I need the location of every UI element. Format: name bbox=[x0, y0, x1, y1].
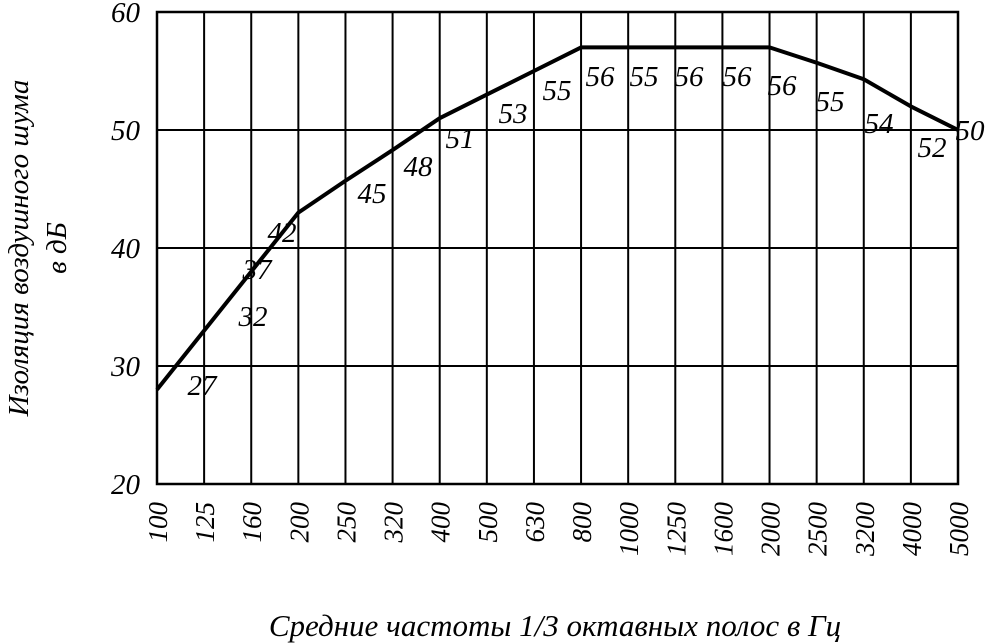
y-tick-label: 40 bbox=[111, 233, 141, 265]
grid bbox=[157, 12, 958, 484]
data-label: 52 bbox=[918, 132, 947, 164]
y-tick-label: 20 bbox=[111, 469, 141, 501]
x-tick-label: 2000 bbox=[756, 502, 786, 557]
plot-border bbox=[155, 10, 960, 486]
y-axis-label-line-2: в дБ bbox=[41, 222, 73, 274]
x-tick-label: 200 bbox=[284, 502, 314, 543]
data-label: 55 bbox=[630, 61, 659, 93]
x-tick-label: 250 bbox=[331, 502, 361, 543]
series bbox=[155, 45, 959, 391]
data-label: 56 bbox=[586, 61, 616, 93]
data-label: 55 bbox=[816, 86, 845, 118]
x-tick-label: 160 bbox=[237, 502, 267, 543]
series-line bbox=[155, 45, 959, 391]
x-tick-label: 630 bbox=[520, 502, 550, 543]
data-label: 56 bbox=[675, 61, 705, 93]
x-tick-label: 400 bbox=[426, 502, 456, 543]
y-tick-label: 60 bbox=[111, 0, 141, 29]
x-tick-label: 1600 bbox=[708, 502, 738, 557]
data-label: 48 bbox=[404, 151, 434, 183]
data-label: 32 bbox=[238, 301, 268, 333]
x-tick-label: 5000 bbox=[944, 502, 974, 557]
x-tick-labels: 100 125 160 200 250 320 400 500 630 800 1000 1250 16… bbox=[143, 502, 974, 558]
data-label: 56 bbox=[768, 70, 798, 102]
data-label: 54 bbox=[865, 108, 894, 140]
y-tick-label: 30 bbox=[110, 351, 141, 383]
data-label: 51 bbox=[446, 123, 475, 155]
x-tick-label: 2500 bbox=[803, 502, 833, 557]
data-label: 45 bbox=[358, 178, 387, 210]
point-labels: 27 32 37 42 45 48 51 53 55 56 55 56 56 56 55 54 52 50 bbox=[188, 61, 986, 402]
y-axis-label-line-1: Изоляция воздушного шума bbox=[3, 80, 35, 418]
x-tick-label: 320 bbox=[379, 502, 409, 544]
data-label: 37 bbox=[242, 254, 274, 286]
data-label: 53 bbox=[499, 98, 528, 130]
x-tick-label: 125 bbox=[190, 502, 220, 543]
x-tick-label: 4000 bbox=[897, 502, 927, 557]
data-label: 55 bbox=[543, 75, 572, 107]
y-tick-label: 50 bbox=[111, 115, 141, 147]
data-label: 50 bbox=[956, 115, 986, 147]
data-label: 42 bbox=[268, 217, 297, 249]
x-tick-label: 800 bbox=[567, 502, 597, 543]
data-label: 56 bbox=[723, 61, 753, 93]
plot-frame bbox=[155, 10, 960, 486]
x-tick-label: 3200 bbox=[850, 502, 880, 558]
x-tick-label: 1000 bbox=[614, 502, 644, 557]
x-axis-label: Средние частоты 1/3 октавных полос в Гц bbox=[269, 608, 841, 643]
x-tick-label: 1250 bbox=[661, 502, 691, 557]
data-label: 27 bbox=[188, 370, 219, 402]
x-tick-label: 500 bbox=[473, 502, 503, 543]
y-tick-labels: 20 30 40 50 60 bbox=[110, 0, 141, 501]
x-tick-label: 100 bbox=[143, 502, 173, 543]
